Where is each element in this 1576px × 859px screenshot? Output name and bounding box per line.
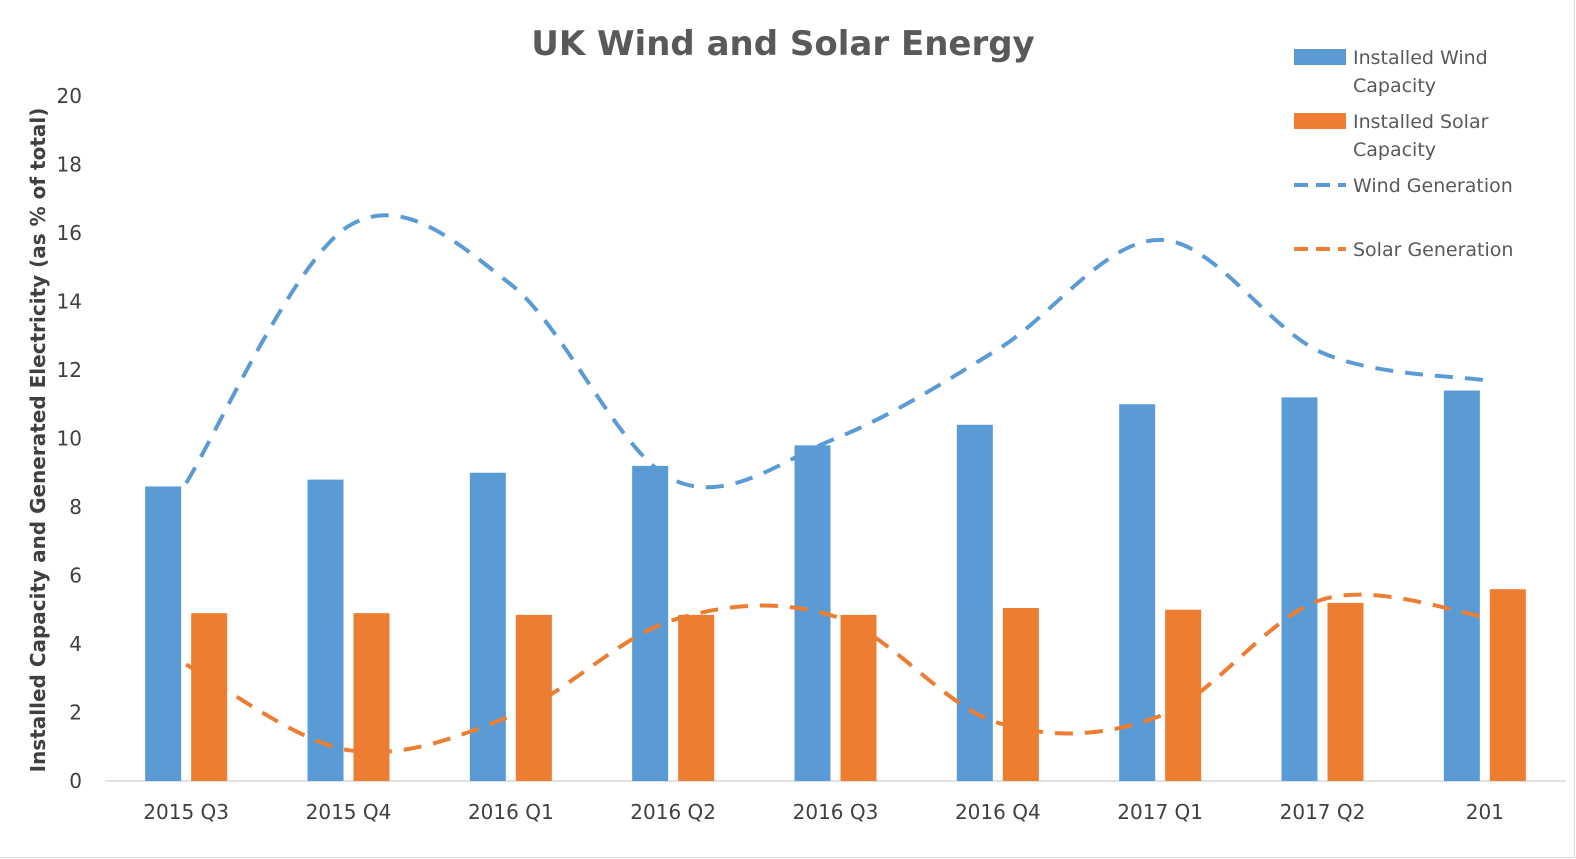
wind-capacity-bar	[632, 465, 669, 781]
solar-capacity-bar	[1002, 608, 1039, 781]
wind-capacity-bar	[956, 424, 993, 781]
wind-capacity-bar	[1119, 404, 1156, 781]
wind-capacity-bar	[1443, 390, 1480, 781]
chart-title: UK Wind and Solar Energy	[531, 24, 1034, 64]
x-axis-ticks: 2015 Q3 2015 Q4 2016 Q1 2016 Q2 2016 Q3 2016 …	[143, 800, 1504, 824]
y-axis-ticks: 0 2 4 6 8 10 12 14 16 18 20	[57, 84, 82, 793]
generation-lines	[184, 213, 1486, 755]
legend-label: Capacity	[1353, 139, 1436, 161]
legend-label: Installed Wind	[1353, 47, 1488, 69]
legend-swatch-solar-capacity	[1294, 113, 1346, 129]
y-tick-label: 8	[69, 495, 82, 519]
x-tick-label: 2016 Q3	[793, 800, 879, 824]
solar-capacity-bar	[1165, 609, 1202, 781]
solar-capacity-bar	[353, 613, 390, 781]
x-tick-label: 2017 Q1	[1117, 800, 1203, 824]
solar-capacity-bar	[678, 614, 715, 781]
solar-capacity-bar	[191, 613, 228, 781]
y-tick-label: 4	[69, 632, 82, 656]
legend-label: Capacity	[1353, 75, 1436, 97]
x-tick-label: 201	[1466, 800, 1504, 824]
y-tick-label: 2	[69, 701, 82, 725]
legend-swatch-wind-capacity	[1294, 49, 1346, 65]
legend: Installed Wind Capacity Installed Solar Cap…	[1294, 47, 1513, 261]
y-tick-label: 16	[57, 221, 82, 245]
wind-capacity-bar	[469, 472, 506, 781]
y-axis-label: Installed Capacity and Generated Electri…	[26, 108, 50, 773]
legend-label: Solar Generation	[1353, 239, 1513, 261]
y-tick-label: 0	[69, 769, 82, 793]
legend-label: Installed Solar	[1353, 111, 1489, 133]
y-tick-label: 14	[57, 290, 82, 314]
wind-generation-line	[184, 213, 1486, 490]
x-tick-label: 2015 Q4	[306, 800, 392, 824]
solar-capacity-bar	[840, 614, 877, 781]
x-tick-label: 2016 Q2	[630, 800, 716, 824]
y-tick-label: 20	[57, 84, 82, 108]
y-tick-label: 12	[57, 358, 82, 382]
x-tick-label: 2016 Q4	[955, 800, 1041, 824]
x-tick-label: 2017 Q2	[1280, 800, 1366, 824]
x-tick-label: 2016 Q1	[468, 800, 554, 824]
y-tick-label: 6	[69, 564, 82, 588]
y-tick-label: 18	[57, 153, 82, 177]
solar-capacity-bar	[1489, 589, 1526, 781]
wind-capacity-bar	[307, 479, 344, 781]
bars	[145, 390, 1526, 781]
legend-label: Wind Generation	[1353, 175, 1513, 197]
solar-capacity-bar	[1327, 602, 1364, 781]
wind-capacity-bar	[145, 486, 182, 781]
x-tick-label: 2015 Q3	[143, 800, 229, 824]
wind-capacity-bar	[1281, 397, 1318, 781]
y-tick-label: 10	[57, 427, 82, 451]
solar-generation-line	[185, 592, 1486, 755]
